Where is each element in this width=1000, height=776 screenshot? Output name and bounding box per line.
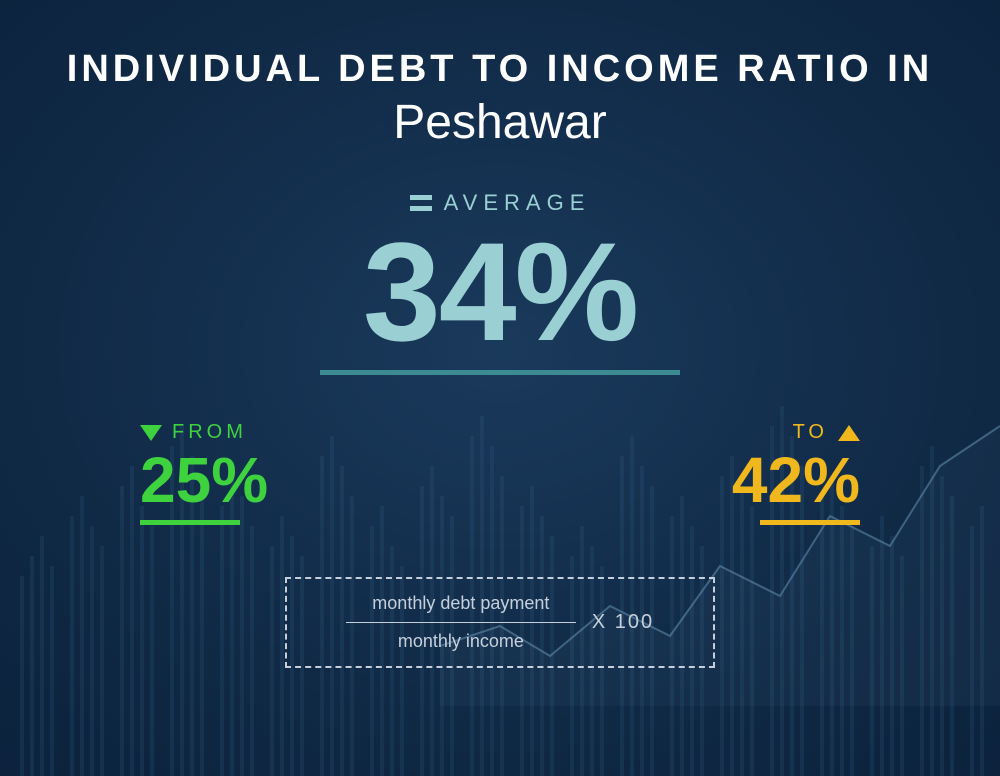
up-arrow-icon bbox=[838, 425, 860, 441]
formula-denominator: monthly income bbox=[398, 631, 524, 652]
formula-multiplier: X 100 bbox=[592, 611, 654, 634]
average-block: AVERAGE 34% bbox=[0, 190, 1000, 375]
average-value: 34% bbox=[0, 222, 1000, 362]
title-city: Peshawar bbox=[0, 95, 1000, 150]
to-block: TO 42% bbox=[732, 421, 860, 525]
to-underline bbox=[760, 520, 860, 525]
average-underline bbox=[320, 370, 680, 375]
equals-icon bbox=[410, 195, 432, 211]
from-value: 25% bbox=[140, 448, 268, 512]
formula-numerator: monthly debt payment bbox=[372, 593, 549, 614]
from-label-row: FROM bbox=[140, 421, 268, 444]
from-underline bbox=[140, 520, 240, 525]
from-block: FROM 25% bbox=[140, 421, 268, 525]
range-row: FROM 25% TO 42% bbox=[140, 421, 860, 525]
to-value: 42% bbox=[732, 448, 860, 512]
to-label: TO bbox=[793, 421, 828, 444]
from-label: FROM bbox=[172, 421, 247, 444]
title-line1: INDIVIDUAL DEBT TO INCOME RATIO IN bbox=[0, 48, 1000, 91]
to-label-row: TO bbox=[732, 421, 860, 444]
down-arrow-icon bbox=[140, 425, 162, 441]
fraction-line bbox=[346, 622, 576, 623]
content-container: INDIVIDUAL DEBT TO INCOME RATIO IN Pesha… bbox=[0, 0, 1000, 776]
formula-fraction: monthly debt payment monthly income bbox=[346, 593, 576, 652]
formula-box: monthly debt payment monthly income X 10… bbox=[285, 577, 715, 668]
